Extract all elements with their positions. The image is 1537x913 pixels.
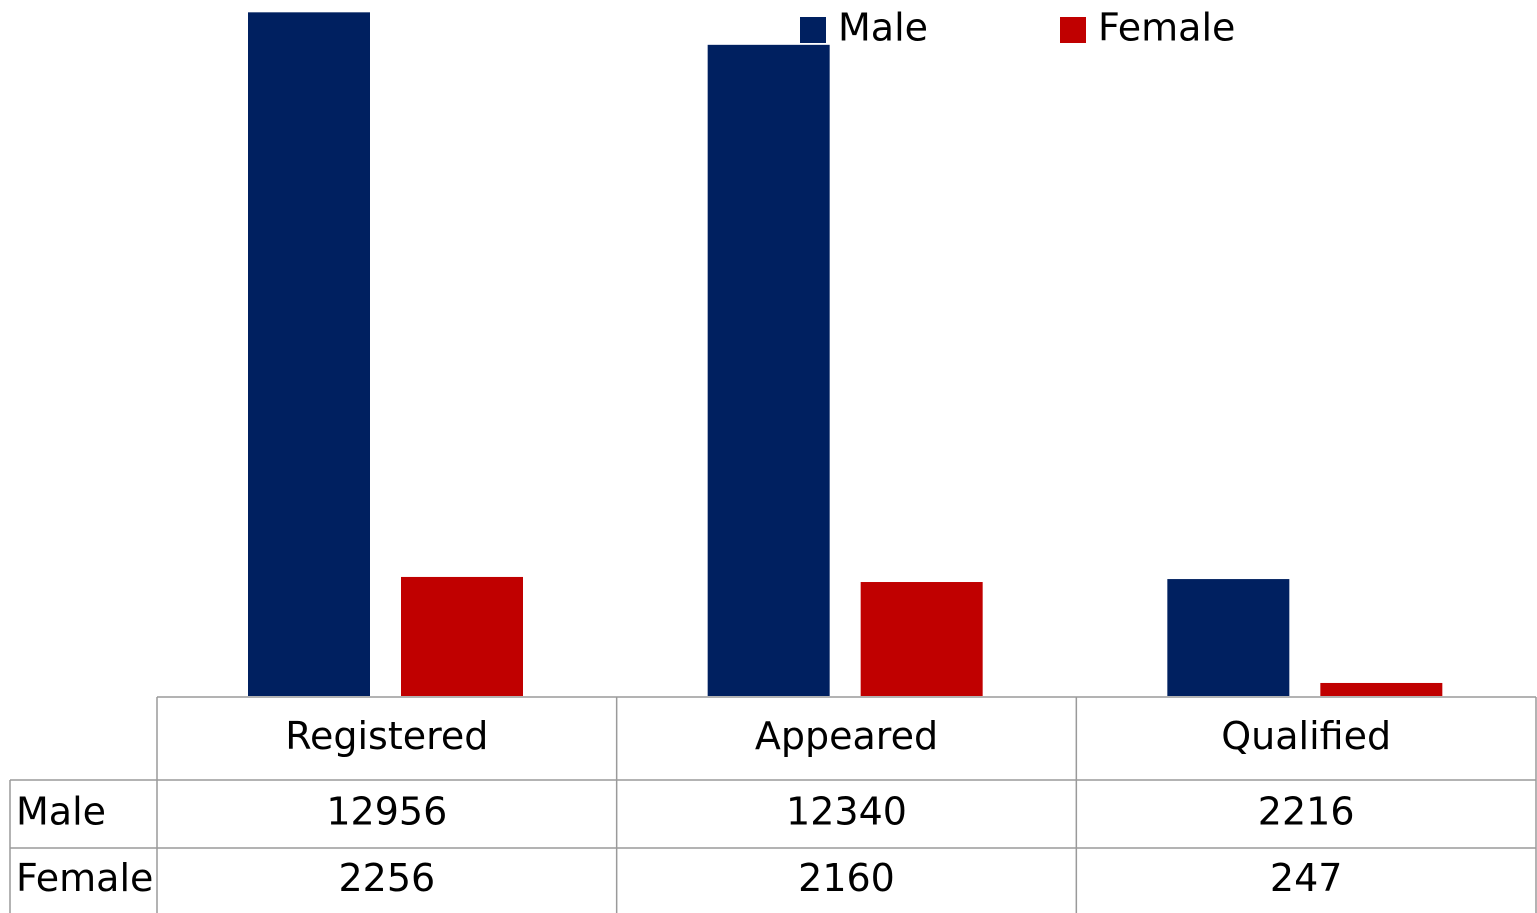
- legend-swatch: [1060, 17, 1086, 43]
- table-value: 12956: [326, 790, 447, 834]
- x-tick-label: Registered: [285, 714, 488, 758]
- table-row-label: Female: [16, 856, 153, 900]
- bar: [401, 576, 523, 696]
- x-tick-label: Appeared: [755, 714, 938, 758]
- x-tick-label: Qualified: [1221, 714, 1391, 758]
- legend-label: Male: [838, 6, 928, 50]
- bar: [1320, 682, 1443, 696]
- legend-label: Female: [1098, 6, 1235, 50]
- table-value: 2256: [338, 856, 435, 900]
- table-value: 247: [1270, 856, 1343, 900]
- table-value: 12340: [786, 790, 907, 834]
- table-row-label: Male: [16, 790, 106, 834]
- table-value: 2216: [1258, 790, 1355, 834]
- bar: [860, 582, 983, 696]
- bar: [1167, 579, 1290, 696]
- legend-swatch: [800, 17, 826, 43]
- table-value: 2160: [798, 856, 895, 900]
- bar: [707, 44, 830, 696]
- bar: [248, 12, 370, 697]
